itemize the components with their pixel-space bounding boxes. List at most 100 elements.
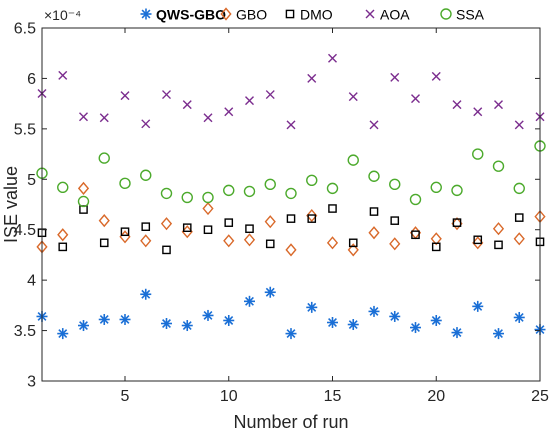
x-tick-label: 15: [324, 388, 342, 405]
series-dmo: [37, 204, 545, 255]
data-point: [202, 201, 214, 216]
data-point: [368, 305, 380, 317]
data-point: [245, 224, 254, 234]
y-exponent-label: ×10⁻⁴: [44, 7, 81, 23]
data-point: [451, 327, 463, 339]
data-point: [98, 152, 110, 164]
legend: QWS-GBO GBO DMO AOA SSA: [140, 7, 485, 23]
x-tick-label: 25: [531, 388, 549, 405]
data-point: [473, 107, 483, 117]
data-point: [390, 72, 400, 82]
y-tick-label: 6: [27, 71, 36, 88]
data-point: [494, 240, 503, 250]
data-point: [493, 328, 504, 340]
legend-item: GBO: [220, 7, 267, 23]
data-point: [306, 301, 318, 313]
data-point: [203, 225, 213, 235]
data-point: [473, 235, 483, 245]
data-point: [223, 314, 235, 326]
data-point: [120, 227, 130, 237]
data-point: [182, 100, 192, 110]
data-point: [328, 53, 337, 63]
legend-item: QWS-GBO: [140, 7, 226, 23]
data-point: [328, 204, 337, 213]
data-point: [514, 120, 524, 130]
data-point: [223, 234, 235, 248]
y-axis-label: ISE value: [1, 166, 21, 243]
data-point: [306, 174, 318, 186]
y-tick-label: 4: [27, 273, 36, 290]
data-point: [181, 191, 193, 204]
data-point: [243, 185, 256, 198]
series-gbo: [36, 181, 546, 257]
legend-label: QWS-GBO: [156, 7, 226, 23]
y-tick-label: 3: [27, 374, 36, 391]
data-point: [119, 313, 131, 325]
data-point: [389, 178, 401, 191]
data-point: [326, 182, 339, 195]
data-point: [264, 178, 276, 191]
data-point: [160, 187, 173, 200]
data-point: [431, 242, 441, 252]
data-point: [77, 181, 90, 195]
data-point: [347, 154, 359, 166]
data-point: [368, 226, 380, 240]
data-point: [452, 100, 462, 110]
legend-marker: [365, 9, 375, 19]
data-point: [160, 217, 173, 231]
data-point: [327, 317, 338, 329]
data-point: [99, 113, 109, 123]
data-point: [224, 107, 234, 117]
data-point: [223, 184, 235, 197]
data-point: [264, 286, 276, 298]
data-point: [430, 314, 442, 326]
data-point: [431, 71, 441, 81]
data-point: [203, 113, 213, 123]
data-point: [140, 288, 152, 300]
data-point: [472, 148, 484, 160]
data-point: [513, 232, 525, 246]
data-point: [285, 328, 297, 340]
data-point: [513, 311, 525, 323]
series-qws-gbo: [36, 286, 546, 340]
data-point: [77, 195, 90, 208]
data-point: [348, 238, 358, 248]
data-point: [430, 232, 442, 246]
data-point: [390, 216, 400, 225]
data-point: [347, 319, 359, 331]
data-point: [286, 214, 296, 223]
data-point: [57, 181, 69, 194]
data-point: [98, 313, 110, 325]
axes: 5 10 15 20 25 3 3.5 4 4.5 5 5.5 6 6.5: [14, 21, 549, 406]
data-point: [494, 100, 503, 110]
data-point: [141, 119, 151, 129]
data-point: [492, 222, 505, 236]
y-tick-label: 3.5: [14, 323, 36, 340]
data-point: [389, 310, 401, 322]
series-ssa: [36, 140, 546, 208]
data-point: [285, 243, 297, 257]
data-point: [78, 320, 89, 332]
data-point: [411, 230, 420, 240]
data-point: [245, 96, 254, 106]
data-point: [285, 187, 297, 200]
data-point: [411, 94, 420, 104]
legend-marker: [220, 7, 232, 21]
legend-marker: [140, 8, 152, 20]
x-tick-label: 5: [121, 388, 130, 405]
data-point: [119, 177, 131, 190]
legend-item: AOA: [365, 7, 410, 23]
data-point: [430, 181, 442, 194]
data-point: [181, 320, 193, 332]
data-point: [57, 228, 69, 242]
data-point: [472, 300, 484, 312]
data-point: [161, 318, 172, 330]
y-tick-label: 5.5: [14, 121, 36, 138]
data-point: [224, 218, 234, 227]
data-point: [264, 215, 276, 229]
legend-item: DMO: [285, 7, 333, 23]
data-point: [369, 207, 379, 216]
x-axis-label: Number of run: [233, 412, 348, 432]
data-point: [141, 222, 151, 231]
data-point: [58, 70, 68, 80]
